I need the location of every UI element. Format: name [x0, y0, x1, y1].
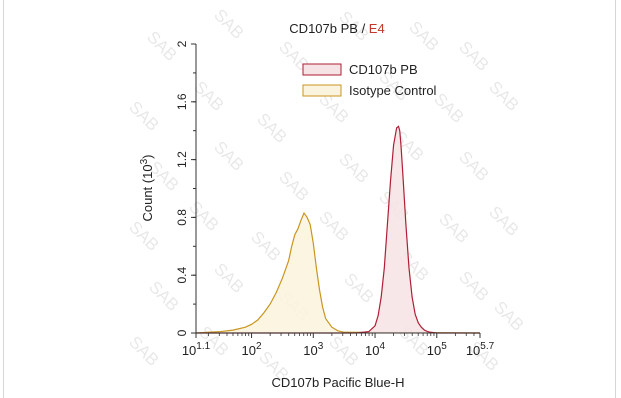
chart-title-main: CD107b PB: [289, 21, 358, 36]
watermark-text: SAB: [210, 137, 247, 174]
watermark-text: SAB: [315, 207, 352, 244]
watermark-text: SAB: [247, 227, 284, 264]
legend: CD107b PB Isotype Control: [302, 62, 437, 98]
watermark-text: SAB: [325, 332, 362, 369]
x-axis-label: CD107b Pacific Blue-H: [272, 375, 405, 390]
panel-border-right: [615, 0, 616, 398]
y-axis-unit-exp: 3: [139, 158, 150, 164]
watermark-text: SAB: [455, 147, 492, 184]
axes-layer: 0 0.4 0.8 1.2 1.6 2 101.1 102 103 104 105 105.7: [175, 40, 495, 358]
watermark-text: SAB: [485, 202, 522, 239]
watermark-text: SAB: [125, 97, 162, 134]
x-tick-label: 102: [242, 341, 262, 358]
watermark-text: SAB: [485, 77, 522, 114]
watermark-text: SAB: [253, 109, 290, 146]
chart-title-gate: E4: [369, 21, 385, 36]
x-tick-label: 103: [303, 341, 323, 358]
watermark-text: SAB: [125, 217, 162, 254]
legend-label: CD107b PB: [349, 62, 418, 77]
legend-swatch: [302, 63, 342, 76]
watermark-text: SAB: [490, 297, 527, 334]
watermark-text: SAB: [340, 269, 377, 306]
watermark-text: SAB: [185, 197, 222, 234]
series-area-cd107b-pb: [196, 126, 480, 334]
panel-border-left: [3, 0, 4, 398]
watermark-text: SAB: [405, 17, 442, 54]
x-tick-label: 105.7: [466, 341, 495, 358]
watermark-text: SAB: [335, 149, 372, 186]
watermark-text: SAB: [455, 267, 492, 304]
legend-swatch: [302, 84, 342, 97]
y-tick-label: 0: [175, 329, 189, 336]
watermark-text: SAB: [210, 259, 247, 296]
y-axis-unit-close: ): [140, 154, 155, 158]
watermark-text: SAB: [125, 332, 162, 369]
chart-title-separator: /: [358, 21, 369, 36]
y-axis-unit: (10: [140, 164, 155, 183]
y-tick-label: 0.8: [175, 209, 189, 226]
watermark-text: SAB: [435, 209, 472, 246]
y-tick-label: 2: [175, 40, 189, 47]
y-tick-label: 1.2: [175, 151, 189, 168]
watermark-text: SAB: [335, 7, 372, 44]
chart-title: CD107b PB / E4: [289, 21, 384, 36]
x-tick-label: 101.1: [182, 341, 211, 358]
y-axis-label-text: Count: [140, 186, 155, 221]
watermark-text: SAB: [210, 5, 247, 42]
y-tick-label: 0.4: [175, 267, 189, 284]
y-tick-label: 1.6: [175, 93, 189, 110]
series-line-cd107b-pb: [196, 125, 480, 334]
series-line-isotype-control: [195, 211, 481, 334]
x-tick-label: 105: [427, 341, 447, 358]
legend-label: Isotype Control: [349, 83, 437, 98]
series-layer: [195, 125, 481, 334]
x-tick-label: 104: [365, 341, 385, 358]
watermark-text: SAB: [455, 37, 492, 74]
y-axis-label: Count (103): [139, 154, 155, 221]
watermark-text: SAB: [275, 167, 312, 204]
